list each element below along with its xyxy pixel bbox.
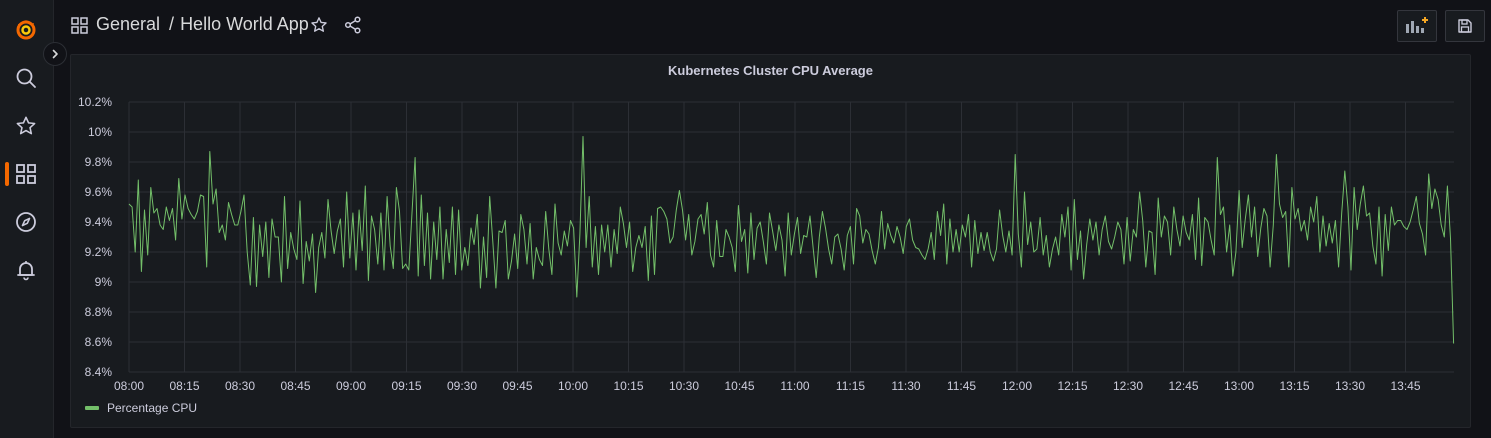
y-tick-label: 9.4% [85,215,113,229]
chevron-right-icon [52,49,58,59]
star-dashboard-icon[interactable] [310,16,328,39]
x-tick-label: 13:15 [1279,379,1309,393]
y-tick-label: 9.2% [85,245,113,259]
y-tick-label: 10.2% [78,95,112,109]
breadcrumb: General / Hello World App [96,14,309,35]
y-tick-label: 8.4% [85,365,113,379]
legend-swatch [85,406,99,410]
x-tick-label: 12:30 [1113,379,1143,393]
x-tick-label: 08:45 [280,379,310,393]
dashboard-navbar: General / Hello World App [53,0,1491,52]
y-tick-label: 9.6% [85,185,113,199]
y-tick-label: 8.6% [85,335,113,349]
line-chart[interactable]: 8.4% 8.6% 8.8% 9% 9.2% 9.4% 9.6% 9.8% 10% 10.2% 08… [71,55,1470,427]
x-tick-label: 12:00 [1002,379,1032,393]
x-tick-label: 10:45 [724,379,754,393]
y-tick-label: 9% [95,275,113,289]
x-tick-label: 09:00 [336,379,366,393]
legend-label: Percentage CPU [107,401,198,415]
x-tick-label: 12:15 [1057,379,1087,393]
panel-title[interactable]: Kubernetes Cluster CPU Average [668,63,873,78]
alerting-icon[interactable] [13,257,39,283]
side-menu [0,0,54,438]
share-icon[interactable] [344,16,362,39]
x-tick-label: 09:30 [447,379,477,393]
x-tick-label: 11:00 [780,379,809,393]
x-tick-label: 08:15 [169,379,199,393]
y-tick-label: 8.8% [85,305,113,319]
x-tick-label: 13:00 [1224,379,1254,393]
x-tick-label: 09:45 [502,379,532,393]
x-tick-label: 13:30 [1335,379,1365,393]
x-tick-label: 10:15 [613,379,643,393]
x-tick-label: 11:30 [891,379,920,393]
save-dashboard-button[interactable] [1445,10,1485,42]
breadcrumb-folder[interactable]: General [96,14,161,34]
add-panel-button[interactable] [1397,10,1437,42]
dashboards-icon[interactable] [13,161,39,187]
x-tick-label: 10:30 [669,379,699,393]
x-tick-label: 11:45 [947,379,976,393]
x-tick-label: 08:30 [225,379,255,393]
x-tick-label: 09:15 [391,379,421,393]
breadcrumb-separator: / [169,14,175,34]
x-tick-label: 08:00 [114,379,144,393]
explore-icon[interactable] [13,209,39,235]
x-tick-label: 11:15 [836,379,865,393]
starred-icon[interactable] [13,113,39,139]
y-tick-label: 9.8% [85,155,113,169]
legend-item[interactable]: Percentage CPU [85,401,197,415]
y-tick-label: 10% [88,125,112,139]
x-tick-label: 12:45 [1168,379,1198,393]
save-icon [1458,19,1472,33]
dashboard-title[interactable]: Hello World App [180,14,309,34]
series-line [128,136,1455,344]
grafana-logo-icon[interactable] [13,16,39,42]
x-tick-label: 10:00 [558,379,588,393]
expand-menu-button[interactable] [43,42,67,66]
dashboard-grid-icon [71,17,88,39]
x-tick-label: 13:45 [1390,379,1420,393]
graph-panel[interactable]: Kubernetes Cluster CPU Average 8.4% 8.6% 8… [70,54,1471,428]
add-panel-icon [1406,17,1428,33]
search-icon[interactable] [13,65,39,91]
active-indicator [5,162,9,186]
